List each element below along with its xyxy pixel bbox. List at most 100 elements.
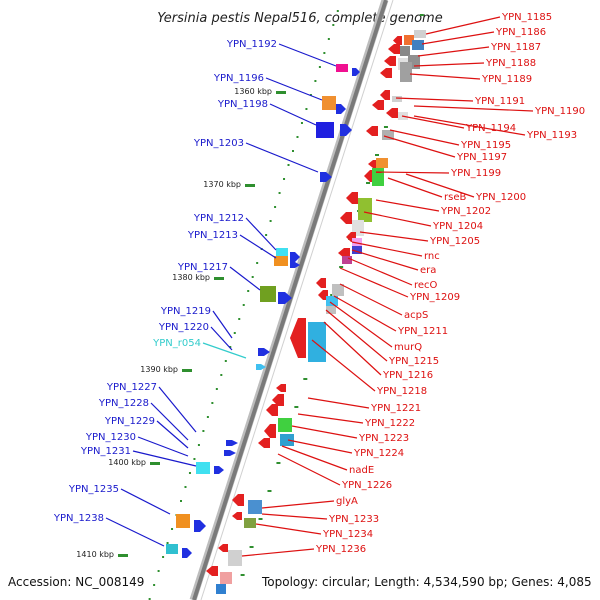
scale-tick [336, 10, 339, 12]
label-connector [363, 211, 432, 227]
scale-tick [276, 462, 281, 464]
gene-label-right: YPN_1186 [495, 27, 546, 38]
label-connector [278, 43, 337, 67]
gene-feature [382, 130, 394, 140]
gene-feature [332, 284, 344, 296]
label-connector [351, 241, 423, 257]
gene-label-left: YPN_1231 [80, 446, 131, 457]
scale-tick [294, 406, 299, 408]
gene-arrow [384, 56, 396, 66]
gene-arrow [214, 466, 224, 474]
gene-label-left: YPN_1196 [213, 73, 264, 84]
gene-arrow [258, 348, 270, 356]
backbone-line [192, 0, 388, 600]
scale-tick [157, 570, 160, 572]
gene-label-right: YPN_1188 [485, 58, 536, 69]
topology-text: Topology: circular; Length: 4,534,590 bp… [262, 575, 592, 589]
gene-arrow [320, 172, 332, 182]
scale-tick [327, 38, 330, 40]
scale-tick [332, 24, 335, 26]
gene-arrow [352, 68, 360, 76]
scale-tick [292, 150, 294, 152]
kbp-tick [150, 462, 160, 465]
label-connector [261, 513, 328, 520]
label-connector [291, 425, 358, 439]
kbp-tick [276, 91, 286, 94]
gene-feature [176, 514, 190, 528]
gene-feature [352, 246, 362, 254]
gene-arrow [206, 566, 218, 576]
scale-tick [206, 416, 209, 418]
gene-feature [322, 96, 336, 110]
gene-label-right: era [420, 265, 436, 276]
scale-tick [193, 458, 196, 460]
gene-arrow [380, 90, 390, 100]
label-connector [105, 517, 165, 547]
gene-label-right: nadE [349, 465, 374, 476]
label-connector [359, 231, 429, 242]
gene-arrow [218, 544, 228, 552]
label-connector [347, 257, 413, 286]
gene-label-left: YPN_1220 [158, 322, 209, 333]
label-connector [158, 386, 197, 433]
accession-text: Accession: NC_008149 [8, 575, 145, 589]
scale-tick [215, 388, 218, 390]
gene-label-left: YPN_1230 [85, 432, 136, 443]
label-connector [281, 445, 348, 471]
scale-tick [339, 266, 344, 268]
gene-arrow [182, 548, 192, 558]
kbp-tick [245, 184, 255, 187]
gene-arrow [278, 292, 292, 304]
scale-tick [303, 378, 308, 380]
scale-tick [220, 374, 223, 376]
gene-feature [376, 158, 388, 168]
gene-arrow [226, 440, 238, 446]
gene-label-right: YPN_1195 [460, 140, 511, 151]
label-connector [409, 73, 481, 80]
genome-backbone [189, 0, 394, 600]
gene-label-right: YPN_1193 [526, 130, 577, 141]
gene-feature [412, 40, 424, 50]
gene-arrow [232, 494, 244, 506]
gene-arrow [256, 364, 266, 370]
gene-label-left: YPN_1219 [160, 306, 211, 317]
label-connector [413, 62, 485, 67]
gene-feature [414, 30, 426, 38]
gene-arrow [290, 262, 300, 268]
label-connectors [105, 16, 534, 557]
scale-tick [278, 192, 281, 194]
label-connector [351, 249, 419, 271]
label-connector [413, 105, 534, 112]
gene-arrow [380, 68, 392, 78]
gene-feature [342, 256, 352, 264]
gene-label-right: YPN_1202 [440, 206, 491, 217]
scale-tick [296, 136, 299, 138]
gene-feature [372, 168, 384, 186]
gene-feature [400, 62, 412, 82]
gene-arrow [340, 124, 352, 136]
scale-tick [202, 430, 205, 432]
gene-label-right: acpS [404, 310, 428, 321]
gene-label-left: YPN_1235 [68, 484, 119, 495]
gene-arrow [388, 44, 400, 54]
gene-arrow [232, 512, 242, 520]
gene-feature [278, 418, 292, 432]
kbp-label: 1390 kbp [140, 365, 178, 374]
gene-label-right: YPN_1233 [328, 514, 379, 525]
label-connector [395, 97, 474, 102]
kbp-tick [118, 554, 128, 557]
scale-tick [242, 304, 245, 306]
scale-tick [166, 542, 169, 544]
gene-feature [274, 256, 288, 266]
gene-feature [220, 572, 232, 584]
gene-label-left: YPN_1212 [193, 213, 244, 224]
gene-label-left: YPN_1217 [177, 262, 228, 273]
gene-arrow [266, 404, 278, 416]
kbp-tick [182, 369, 192, 372]
gene-label-right: YPN_1221 [370, 403, 421, 414]
label-connector [287, 439, 353, 454]
gene-label-right: recO [414, 280, 438, 291]
gene-label-right: YPN_1187 [490, 42, 541, 53]
gene-label-right: YPN_1199 [450, 168, 501, 179]
